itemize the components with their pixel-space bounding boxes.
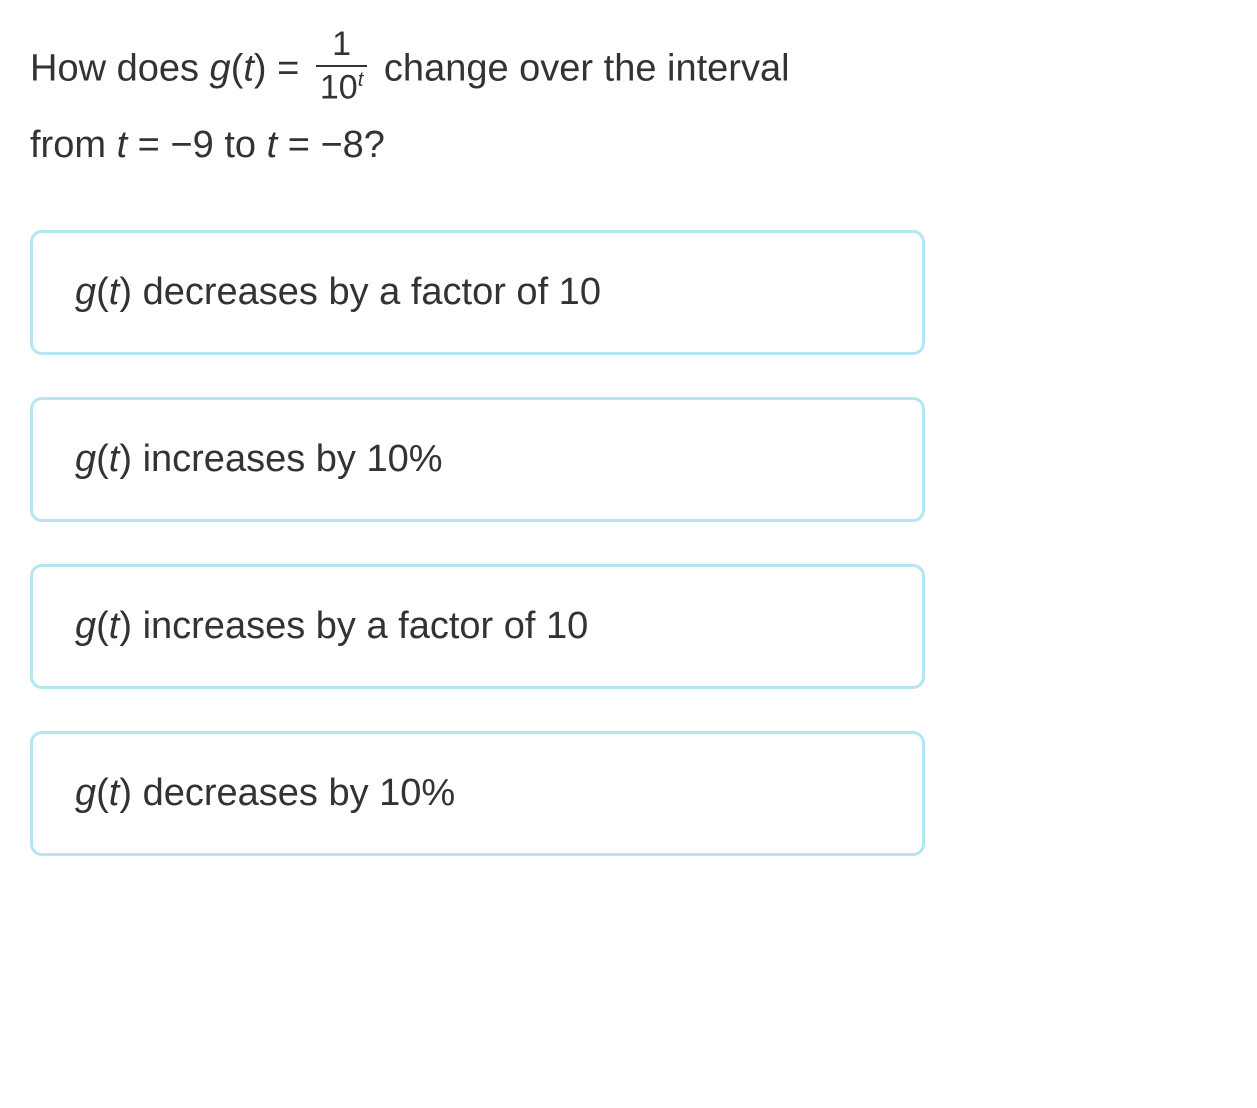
func-name: g <box>75 438 96 480</box>
option-text: decreases by 10% <box>132 772 455 814</box>
option-text: increases by 10% <box>132 438 443 480</box>
options-list: g(t) decreases by a factor of 10 g(t) in… <box>30 230 925 856</box>
func-var: t <box>109 438 120 480</box>
question-text: How does g(t) = 110t change over the int… <box>30 30 1227 180</box>
den-exponent: t <box>358 69 364 91</box>
func-name: g <box>210 48 231 90</box>
paren-close: ) <box>119 438 132 480</box>
q-text: from <box>30 124 117 166</box>
q-text: How does <box>30 48 210 90</box>
q-text: change over the interval <box>373 48 789 90</box>
option-4[interactable]: g(t) decreases by 10% <box>30 731 925 856</box>
paren-open: ( <box>96 772 109 814</box>
paren-open: ( <box>96 438 109 480</box>
equals-sign: = <box>267 48 310 90</box>
fraction-bar <box>316 65 368 67</box>
func-name: g <box>75 271 96 313</box>
question-line-2: from t = −9 to t = −8? <box>30 111 1227 179</box>
q-text: = −8? <box>277 124 385 166</box>
den-base: 10 <box>320 69 358 107</box>
paren-close: ) <box>119 271 132 313</box>
func-name: g <box>75 605 96 647</box>
q-text: = −9 to <box>127 124 266 166</box>
fraction-numerator: 1 <box>316 26 368 63</box>
option-text: increases by a factor of 10 <box>132 605 588 647</box>
func-var: t <box>243 48 254 90</box>
question-line-1: How does g(t) = 110t change over the int… <box>30 30 1227 111</box>
fraction: 1 10t <box>316 26 368 107</box>
func-var: t <box>109 605 120 647</box>
paren-close: ) <box>119 772 132 814</box>
quiz-container: How does g(t) = 110t change over the int… <box>0 0 1257 886</box>
fraction-denominator: 10t <box>316 69 368 107</box>
paren-open: ( <box>96 271 109 313</box>
option-text: decreases by a factor of 10 <box>132 271 601 313</box>
func-var: t <box>109 772 120 814</box>
paren-open: ( <box>231 48 244 90</box>
function-expr: g(t) <box>210 48 267 90</box>
var-t: t <box>267 124 278 166</box>
paren-close: ) <box>254 48 267 90</box>
paren-close: ) <box>119 605 132 647</box>
var-t: t <box>117 124 128 166</box>
func-var: t <box>109 271 120 313</box>
paren-open: ( <box>96 605 109 647</box>
option-3[interactable]: g(t) increases by a factor of 10 <box>30 564 925 689</box>
option-1[interactable]: g(t) decreases by a factor of 10 <box>30 230 925 355</box>
option-2[interactable]: g(t) increases by 10% <box>30 397 925 522</box>
func-name: g <box>75 772 96 814</box>
